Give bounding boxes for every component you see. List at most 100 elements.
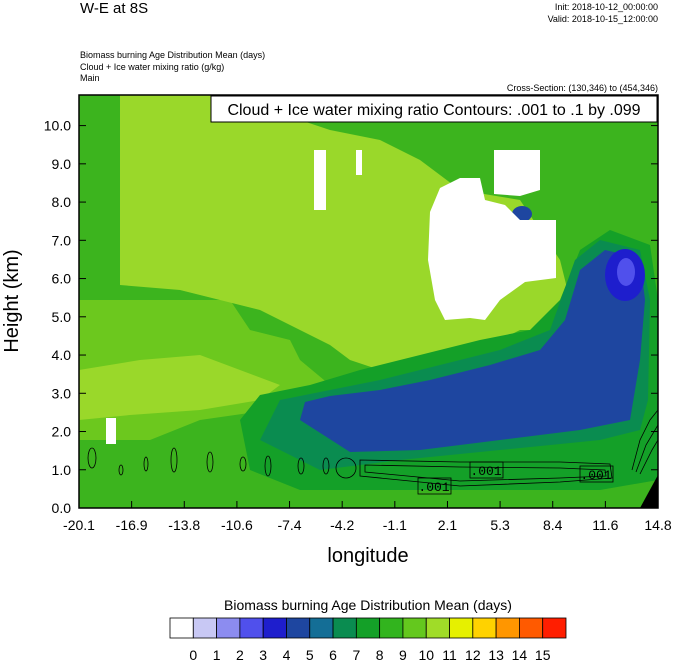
band-blue-5: [300, 250, 645, 452]
colorbar-swatch: [495, 617, 520, 639]
y-tick-label: 8.0: [52, 194, 72, 210]
init-time: Init: 2018-10-12_00:00:00: [555, 2, 658, 12]
colorbar-label: 13: [488, 647, 504, 663]
x-tick-label: -4.2: [330, 517, 354, 533]
colorbar-label: 11: [442, 647, 457, 663]
contour-label-box: [469, 461, 504, 479]
plot-frame: [78, 94, 659, 509]
colorbar-swatch: [425, 617, 450, 639]
y-tick-label: 3.0: [52, 385, 72, 401]
x-tick-label: -7.4: [277, 517, 301, 533]
contour-label: .001: [418, 480, 449, 495]
x-tick-label: 2.1: [438, 517, 458, 533]
colorbar-label: 14: [512, 647, 528, 663]
field-label-3: Main: [80, 73, 100, 83]
y-tick-label: 6.0: [52, 271, 72, 287]
cloud-white-main: [428, 178, 556, 320]
colorbar-label: 10: [418, 647, 434, 663]
colorbar-label: 2: [236, 647, 244, 663]
contour-label-box: [417, 477, 452, 495]
colorbar-swatch: [519, 617, 544, 639]
contour-ring: [322, 457, 330, 475]
colorbar-label: 0: [189, 647, 197, 663]
colorbar-swatch: [169, 617, 194, 639]
y-tick-label: 9.0: [52, 156, 72, 172]
cloud-white-lower: [106, 418, 116, 444]
contour-band: [364, 464, 607, 482]
contour-ring: [206, 451, 214, 473]
x-tick-label: 14.8: [644, 517, 671, 533]
y-tick-label: 10.0: [44, 118, 71, 134]
y-axis-label: Height (km): [1, 249, 23, 352]
contour-ring: [239, 456, 247, 472]
colorbar-swatch: [332, 617, 357, 639]
y-tick-label: 2.0: [52, 424, 72, 440]
x-tick-label: -1.1: [383, 517, 407, 533]
chart-title: W-E at 8S: [80, 0, 148, 17]
contour-ring: [118, 464, 124, 476]
colorbar-label: 12: [465, 647, 481, 663]
colorbar-swatch: [449, 617, 474, 639]
shaded-field: [79, 95, 658, 508]
colorbar-swatch: [192, 617, 217, 639]
y-tick-label: 4.0: [52, 347, 72, 363]
y-axis: 0.0 1.0 2.0 3.0 4.0 5.0 6.0 7.0 8.0 9.0 10.0: [44, 118, 658, 516]
colorbar: 0 1 2 3 4 5 6 7 8 9 10 11 12 13 14 15: [169, 617, 567, 663]
contour-labels: .001 .001 .001: [417, 461, 614, 495]
valid-time: Valid: 2018-10-15_12:00:00: [548, 14, 658, 24]
colorbar-label: 9: [399, 647, 407, 663]
contour-ring: [264, 455, 272, 477]
colorbar-swatch: [286, 617, 311, 639]
x-tick-label: -20.1: [63, 517, 95, 533]
contour-ring: [297, 457, 305, 475]
colorbar-label: 7: [352, 647, 360, 663]
colorbar-swatch: [402, 617, 427, 639]
colorbar-label: 15: [535, 647, 551, 663]
y-tick-label: 1.0: [52, 462, 72, 478]
colorbar-swatch: [216, 617, 241, 639]
y-tick-label: 0.0: [52, 500, 72, 516]
field-label-1: Biomass burning Age Distribution Mean (d…: [80, 50, 265, 60]
field-label-2: Cloud + Ice water mixing ratio (g/kg): [80, 62, 224, 72]
contour-ring: [335, 457, 357, 479]
contour-info-text: Cloud + Ice water mixing ratio Contours:…: [227, 102, 640, 119]
contour-info-box: [210, 95, 658, 123]
colorbar-swatch: [472, 617, 497, 639]
x-tick-label: -16.9: [116, 517, 148, 533]
colorbar-swatch: [355, 617, 381, 639]
colorbar-label: 4: [283, 647, 291, 663]
colorbar-swatch: [262, 617, 287, 639]
colorbar-swatch: [379, 617, 404, 639]
cloud-white-top: [494, 150, 540, 196]
colorbar-label: 1: [213, 647, 221, 663]
band-lime-10b: [79, 355, 280, 420]
cloud-white-col: [314, 150, 326, 210]
contour-ring: [87, 447, 97, 469]
contour-label-box: [579, 465, 614, 483]
x-tick-label: -13.8: [168, 517, 200, 533]
x-axis-label: longitude: [327, 545, 408, 567]
contour-ring: [170, 447, 178, 473]
x-tick-label: -10.6: [221, 517, 253, 533]
x-tick-label: 11.6: [592, 517, 618, 533]
terrain: [640, 475, 658, 508]
colorbar-label: 3: [259, 647, 267, 663]
contour-ring: [143, 456, 149, 472]
x-axis: -20.1 -16.9 -13.8 -10.6 -7.4 -4.2 -1.1 2.1 5.3 8.…: [63, 501, 672, 533]
colorbar-label: 8: [376, 647, 384, 663]
colorbar-swatch: [309, 617, 334, 639]
band-blue-3: [617, 258, 635, 286]
cross-section-label: Cross-Section: (130,346) to (454,346): [507, 83, 658, 93]
colorbar-swatch: [542, 617, 567, 639]
contour-label: .001: [470, 464, 501, 479]
colorbar-label: 5: [306, 647, 314, 663]
x-tick-label: 5.3: [490, 517, 510, 533]
contour-label: .001: [580, 468, 611, 483]
y-tick-label: 7.0: [52, 232, 72, 248]
cloud-white-small: [356, 150, 362, 175]
colorbar-label: 6: [329, 647, 337, 663]
y-tick-label: 5.0: [52, 309, 72, 325]
x-tick-label: 8.4: [543, 517, 563, 533]
colorbar-swatch: [239, 617, 264, 639]
